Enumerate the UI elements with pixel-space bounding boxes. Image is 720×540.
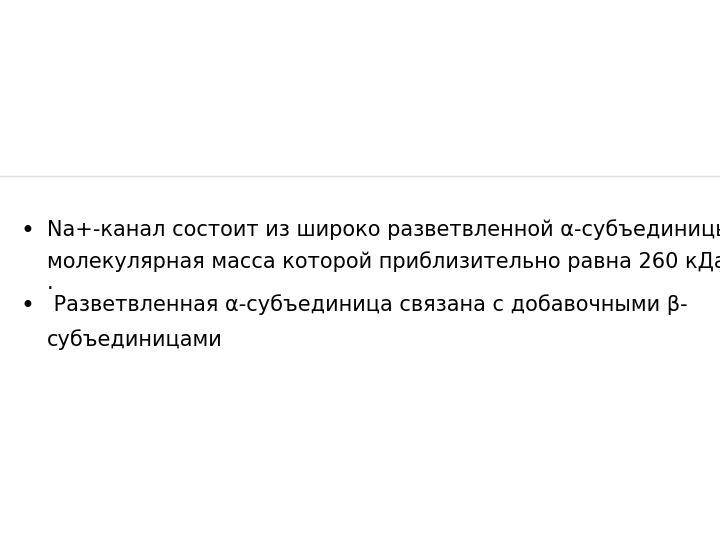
Text: •: • (20, 294, 34, 318)
FancyBboxPatch shape (0, 0, 720, 176)
Text: Разветвленная α-субъединица связана с добавочными β-: Разветвленная α-субъединица связана с до… (47, 294, 688, 315)
Text: .: . (47, 273, 53, 293)
Text: •: • (20, 219, 34, 242)
Text: Na+-канал состоит из широко разветвленной α-субъединицы: Na+-канал состоит из широко разветвленно… (47, 219, 720, 240)
Text: субъединицами: субъединицами (47, 329, 222, 350)
Text: молекулярная масса которой приблизительно равна 260 кДа: молекулярная масса которой приблизительн… (47, 251, 720, 272)
